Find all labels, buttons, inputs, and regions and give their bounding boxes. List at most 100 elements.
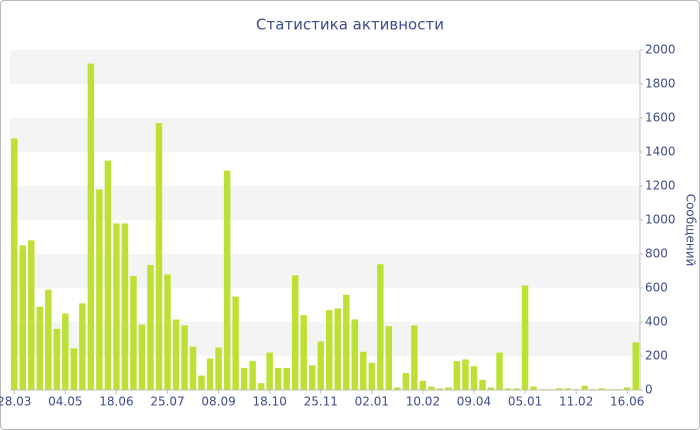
bar [121,223,129,390]
bar [28,240,35,390]
bar [36,306,44,390]
bar [530,386,537,390]
bar [513,388,520,390]
bar [53,328,61,390]
bar [317,341,324,390]
bar [215,347,222,390]
bar [623,387,631,390]
x-tick-label: 11.02 [559,395,593,409]
bar [104,160,112,390]
bar [496,352,503,390]
grid-band [10,254,640,288]
y-tick-label: 400 [645,315,668,329]
bar [334,308,342,390]
bar [377,264,384,390]
bar [521,285,529,390]
grid-band [10,322,640,356]
bar [138,324,146,390]
bar [351,319,359,390]
bar [598,388,605,390]
bar [164,274,171,390]
grid-band [10,50,640,84]
x-tick-label: 04.05 [48,395,82,409]
bar [155,123,163,390]
grid-band [10,186,640,220]
bar [62,313,69,390]
bar [257,383,265,390]
bar [564,388,571,390]
bar [428,386,435,390]
bar [368,362,376,390]
y-tick-label: 200 [645,349,668,363]
bar [45,289,52,390]
bar [291,275,299,390]
bar [181,325,188,390]
bar [360,351,367,390]
y-tick-label: 1600 [645,111,676,125]
bar [70,348,78,390]
bar [274,367,282,390]
x-tick-label: 08.09 [201,395,235,409]
x-tick-label: 18.10 [252,395,286,409]
y-tick-label: 800 [645,247,668,261]
bar [223,170,231,390]
y-tick-label: 1400 [645,145,676,159]
x-tick-label: 09.04 [457,395,491,409]
x-tick-label: 16.06 [610,395,644,409]
bar [283,367,290,390]
bar [470,366,478,390]
bar [479,379,486,390]
bar [402,373,410,390]
bar [206,358,214,390]
bar [240,367,248,390]
x-tick-label: 28.03 [0,395,31,409]
bar [487,387,495,390]
bar [436,388,444,390]
bar [172,319,180,390]
bar [462,359,469,390]
y-axis-title: Сообщений [684,194,698,267]
y-tick-label: 600 [645,281,668,295]
x-tick-label: 05.01 [508,395,542,409]
bar [147,265,154,390]
bar [11,138,18,390]
bar [266,352,273,390]
bar [394,387,401,390]
bar [453,361,461,390]
bar [96,189,103,390]
x-tick-label: 18.06 [99,395,133,409]
bar [113,223,120,390]
bar [555,388,563,390]
y-tick-label: 0 [645,383,653,397]
bar [581,385,588,390]
bar [130,276,137,390]
bar [198,375,205,390]
x-tick-label: 25.07 [150,395,184,409]
bar [232,296,239,390]
bar [632,342,639,390]
bar [87,63,95,390]
bar [326,310,333,390]
y-tick-label: 2000 [645,43,676,57]
bar [189,346,197,390]
bar [79,303,86,390]
x-tick-label: 25.11 [304,395,338,409]
bar [504,388,512,390]
x-tick-label: 02.01 [355,395,389,409]
bar [419,380,427,390]
bar [249,361,256,390]
chart-title: Статистика активности [256,16,444,34]
y-tick-label: 1800 [645,77,676,91]
bar [411,325,418,390]
bar [308,365,316,390]
bar [445,387,452,390]
y-tick-label: 1200 [645,179,676,193]
bar [385,326,393,390]
bar [19,245,27,390]
x-tick-label: 10.02 [406,395,440,409]
y-tick-label: 1000 [645,213,676,227]
bar [300,315,307,390]
bar [343,294,350,390]
grid-band [10,118,640,152]
